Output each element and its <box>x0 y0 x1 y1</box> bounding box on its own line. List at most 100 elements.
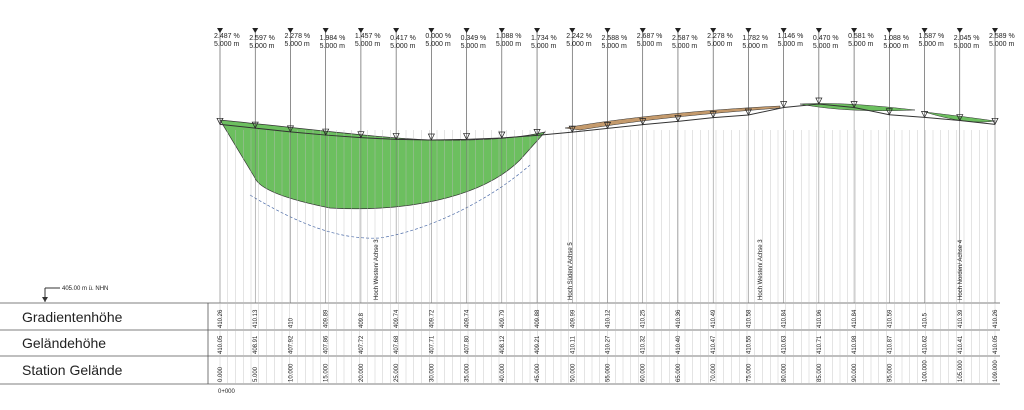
top-marker <box>921 28 928 33</box>
top-marker <box>956 28 963 33</box>
grade-label: 0.417 % <box>390 35 416 42</box>
grade-label: 2.045 % <box>954 35 980 42</box>
gradient-height: 410.12 <box>606 309 612 328</box>
vertex-marker <box>498 131 506 139</box>
station-label: 80.000 <box>782 363 788 382</box>
station-label: 109.000 <box>993 360 999 382</box>
datum-arrow <box>42 297 48 302</box>
gradient-height: 409.89 <box>324 309 330 328</box>
station-label: 20.000 <box>359 363 365 382</box>
grade-label: 0.470 % <box>813 35 839 42</box>
gradient-height: 410.36 <box>676 309 682 328</box>
vertex-marker <box>392 133 400 141</box>
grade-length: 5.000 m <box>214 41 239 48</box>
grade-length: 5.000 m <box>249 43 274 50</box>
grade-length: 5.000 m <box>284 41 309 48</box>
datum-label: 405.00 m ü. NHN <box>62 286 108 292</box>
station-label: 50.000 <box>570 363 576 382</box>
gradient-height: 410.84 <box>782 309 788 328</box>
gradient-height: 410.13 <box>253 309 259 328</box>
axis-annotation: Hoch Westen/ Achse 3 <box>758 239 764 300</box>
top-marker <box>393 28 400 33</box>
grade-length: 5.000 m <box>425 41 450 48</box>
terrain-height: 410.55 <box>746 335 752 354</box>
vertex-marker <box>780 101 788 109</box>
grade-label: 1.146 % <box>778 33 804 40</box>
vertex-marker <box>216 117 224 126</box>
vertex-marker <box>322 128 330 136</box>
grade-label: 2.588 % <box>602 35 628 42</box>
axis-annotation: Hoch Süden/ Achse 5 <box>568 242 574 300</box>
grade-label: 1.088 % <box>496 33 522 40</box>
vertex-marker <box>357 131 365 139</box>
station-label: 60.000 <box>641 363 647 382</box>
gradient-height: 410.96 <box>817 309 823 328</box>
terrain-height: 407.71 <box>429 335 435 354</box>
table-grid <box>0 302 1000 385</box>
top-marker <box>287 28 294 33</box>
station-label: 95.000 <box>887 363 893 382</box>
row-label: Geländehöhe <box>22 335 106 351</box>
vertex-marker <box>744 108 752 116</box>
top-marker <box>674 28 681 33</box>
terrain-height: 410.05 <box>993 335 999 354</box>
gradient-height: 410.26 <box>218 309 224 328</box>
terrain-height: 410.71 <box>817 335 823 354</box>
row-label: Gradientenhöhe <box>22 309 123 325</box>
gradient-height: 410.59 <box>887 309 893 328</box>
top-marker <box>992 28 998 33</box>
gradient-height: 410.84 <box>852 309 858 328</box>
terrain-height: 410.32 <box>641 335 647 354</box>
terrain-height: 407.68 <box>394 335 400 354</box>
vertex-marker <box>920 111 929 119</box>
grade-length: 5.000 m <box>602 43 627 50</box>
vertex-marker <box>991 117 999 126</box>
grade-label: 2.278 % <box>284 33 310 40</box>
terrain-height: 407.92 <box>288 335 294 354</box>
station-label: 70.000 <box>711 363 717 382</box>
grade-length: 5.000 m <box>883 43 908 50</box>
grade-label: 1.587 % <box>919 33 945 40</box>
terrain-height: 408.12 <box>500 335 506 354</box>
grade-label: 2.687 % <box>637 33 663 40</box>
top-marker <box>639 28 646 33</box>
gradient-height: 410.49 <box>711 309 717 328</box>
station-label: 30.000 <box>429 363 435 382</box>
gradient-height: 409.74 <box>394 309 400 328</box>
station-label: 90.000 <box>852 363 858 382</box>
axis-annotation: Hoch Westen/ Achse 3 <box>374 239 380 300</box>
vertex-marker <box>674 115 682 123</box>
station-label: 65.000 <box>676 363 682 382</box>
grade-label: 0.349 % <box>461 35 487 42</box>
gradient-height: 410.26 <box>993 309 999 328</box>
grade-length: 5.000 m <box>637 41 662 48</box>
top-marker <box>428 28 435 33</box>
top-marker <box>357 28 364 33</box>
top-marker <box>217 28 223 33</box>
grade-label: 2.278 % <box>707 33 733 40</box>
station-label: 85.000 <box>817 363 823 382</box>
grade-length: 5.000 m <box>848 41 873 48</box>
station-label: 45.000 <box>535 363 541 382</box>
gradient-height: 409.72 <box>429 309 435 328</box>
grade-label: 2.589 % <box>989 33 1015 40</box>
grade-length: 5.000 m <box>813 43 838 50</box>
top-marker <box>498 28 505 33</box>
station-label: 75.000 <box>746 363 752 382</box>
vertex-marker <box>568 125 576 133</box>
gradient-height: 409.99 <box>570 309 576 328</box>
terrain-height: 410.63 <box>782 335 788 354</box>
vertex-marker <box>815 97 823 105</box>
gradient-height: 410.5 <box>923 312 929 328</box>
grade-length: 5.000 m <box>954 43 979 50</box>
vertex-marker <box>603 122 612 130</box>
top-marker <box>534 28 541 33</box>
grade-label: 2.587 % <box>672 35 698 42</box>
station-label: 40.000 <box>500 363 506 382</box>
top-marker <box>569 28 576 33</box>
gradient-height: 409.8 <box>359 312 365 328</box>
terrain-height: 409.21 <box>535 335 541 354</box>
terrain-height: 407.72 <box>359 335 365 354</box>
grade-length: 5.000 m <box>390 43 415 50</box>
terrain-height: 407.80 <box>465 335 471 354</box>
